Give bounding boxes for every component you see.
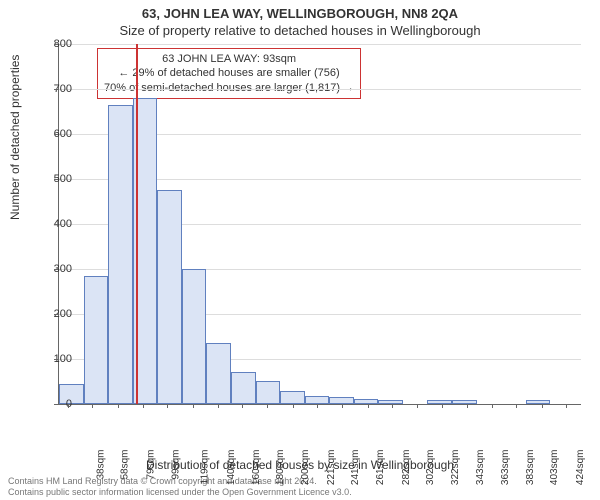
histogram-bar bbox=[427, 400, 452, 404]
chart-plot-area: 63 JOHN LEA WAY: 93sqm ← 29% of detached… bbox=[58, 44, 581, 405]
xtick-label: 424sqm bbox=[575, 450, 586, 486]
ytick-label: 100 bbox=[32, 353, 72, 365]
ytick-label: 200 bbox=[32, 308, 72, 320]
xtick-mark bbox=[467, 404, 468, 408]
xtick-mark bbox=[542, 404, 543, 408]
histogram-bar bbox=[182, 269, 207, 404]
xtick-mark bbox=[143, 404, 144, 408]
ytick-mark bbox=[54, 269, 58, 270]
ytick-mark bbox=[54, 404, 58, 405]
histogram-bar bbox=[157, 190, 182, 404]
xtick-label: 180sqm bbox=[275, 450, 286, 486]
xtick-label: 119sqm bbox=[200, 450, 211, 485]
chart-title-main: 63, JOHN LEA WAY, WELLINGBOROUGH, NN8 2Q… bbox=[0, 0, 600, 21]
histogram-bar bbox=[305, 396, 330, 404]
xtick-label: 160sqm bbox=[251, 450, 262, 486]
xtick-mark bbox=[218, 404, 219, 408]
xtick-mark bbox=[68, 404, 69, 408]
xtick-label: 343sqm bbox=[476, 450, 487, 486]
footer-line2: Contains public sector information licen… bbox=[8, 487, 352, 498]
annotation-line2: ← 29% of detached houses are smaller (75… bbox=[104, 66, 354, 80]
ytick-mark bbox=[54, 89, 58, 90]
xtick-mark bbox=[118, 404, 119, 408]
ytick-mark bbox=[54, 359, 58, 360]
xtick-mark bbox=[516, 404, 517, 408]
xtick-label: 383sqm bbox=[525, 450, 536, 486]
ytick-label: 500 bbox=[32, 173, 72, 185]
histogram-bar bbox=[452, 400, 477, 405]
ytick-mark bbox=[54, 44, 58, 45]
xtick-label: 99sqm bbox=[170, 450, 181, 480]
histogram-bar bbox=[280, 391, 305, 405]
xtick-mark bbox=[293, 404, 294, 408]
xtick-mark bbox=[167, 404, 168, 408]
xtick-mark bbox=[92, 404, 93, 408]
xtick-label: 140sqm bbox=[226, 450, 237, 486]
ytick-mark bbox=[54, 134, 58, 135]
xtick-mark bbox=[392, 404, 393, 408]
xtick-mark bbox=[342, 404, 343, 408]
annotation-line3: 70% of semi-detached houses are larger (… bbox=[104, 81, 354, 95]
ytick-mark bbox=[54, 179, 58, 180]
xtick-label: 363sqm bbox=[500, 450, 511, 486]
xtick-mark bbox=[242, 404, 243, 408]
histogram-bar bbox=[256, 381, 281, 404]
ytick-label: 700 bbox=[32, 83, 72, 95]
xtick-mark bbox=[267, 404, 268, 408]
histogram-bar bbox=[231, 372, 256, 404]
xtick-mark bbox=[492, 404, 493, 408]
ytick-label: 600 bbox=[32, 128, 72, 140]
ytick-mark bbox=[54, 224, 58, 225]
xtick-label: 302sqm bbox=[425, 450, 436, 486]
histogram-bar bbox=[354, 399, 379, 404]
xtick-label: 38sqm bbox=[95, 450, 106, 480]
ytick-mark bbox=[54, 314, 58, 315]
annotation-line1: 63 JOHN LEA WAY: 93sqm bbox=[104, 52, 354, 66]
xtick-mark bbox=[442, 404, 443, 408]
histogram-bar bbox=[108, 105, 133, 404]
xtick-mark bbox=[368, 404, 369, 408]
marker-line bbox=[136, 44, 138, 404]
histogram-bar bbox=[526, 400, 551, 405]
xtick-label: 322sqm bbox=[450, 450, 461, 486]
xtick-label: 241sqm bbox=[350, 450, 361, 486]
ytick-label: 0 bbox=[32, 398, 72, 410]
xtick-mark bbox=[417, 404, 418, 408]
histogram-bar bbox=[378, 400, 403, 405]
histogram-bar bbox=[329, 397, 354, 404]
xtick-label: 221sqm bbox=[326, 450, 337, 486]
ytick-label: 400 bbox=[32, 218, 72, 230]
chart-title-sub: Size of property relative to detached ho… bbox=[0, 21, 600, 38]
xtick-mark bbox=[193, 404, 194, 408]
xtick-label: 282sqm bbox=[401, 450, 412, 486]
histogram-bar bbox=[206, 343, 231, 404]
xtick-label: 200sqm bbox=[300, 450, 311, 486]
y-axis-label: Number of detached properties bbox=[8, 55, 22, 220]
xtick-label: 79sqm bbox=[146, 450, 157, 480]
xtick-label: 261sqm bbox=[375, 450, 386, 486]
xtick-label: 403sqm bbox=[549, 450, 560, 486]
chart-container: 63, JOHN LEA WAY, WELLINGBOROUGH, NN8 2Q… bbox=[0, 0, 600, 500]
xtick-label: 58sqm bbox=[120, 450, 131, 480]
ytick-label: 300 bbox=[32, 263, 72, 275]
histogram-bar bbox=[84, 276, 109, 404]
ytick-label: 800 bbox=[32, 38, 72, 50]
xtick-mark bbox=[317, 404, 318, 408]
xtick-mark bbox=[566, 404, 567, 408]
